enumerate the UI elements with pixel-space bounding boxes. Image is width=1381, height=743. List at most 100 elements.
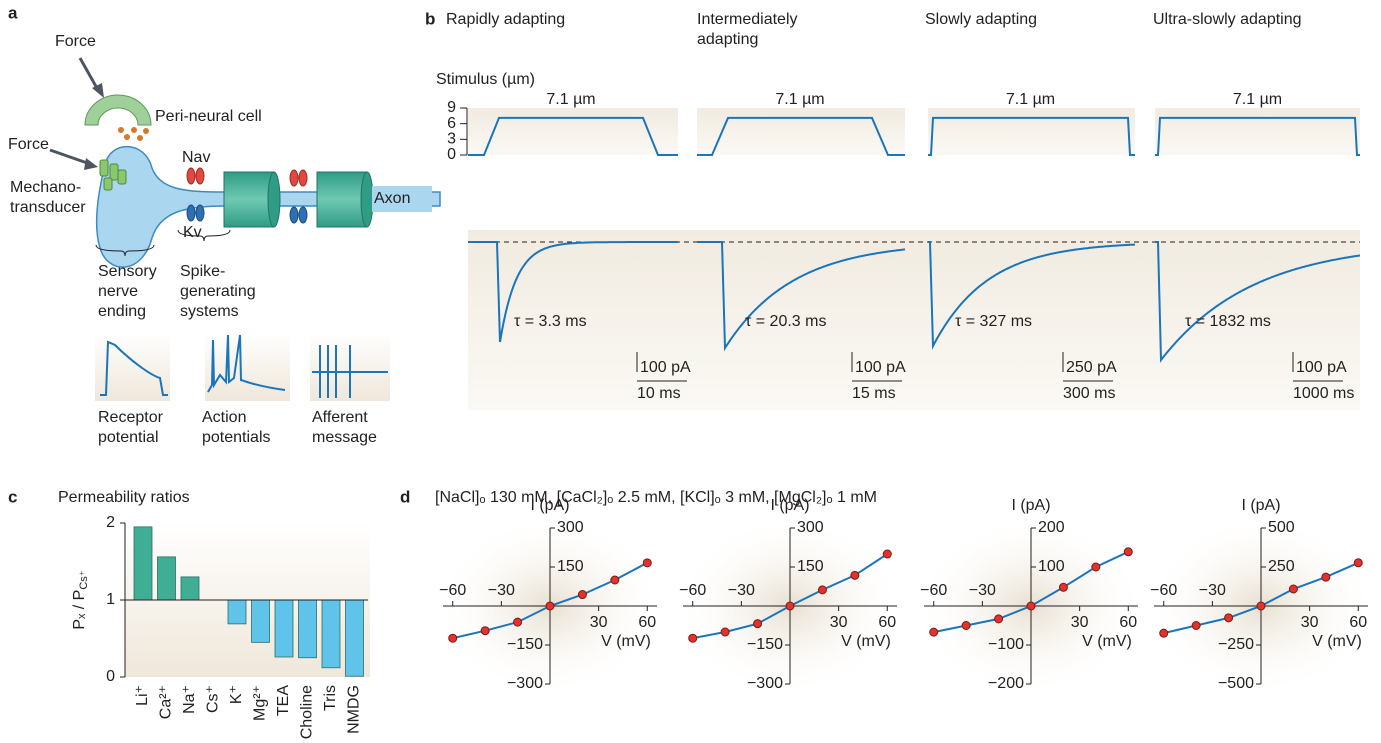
- stimulus-background: [468, 108, 678, 155]
- stimulus-background: [697, 108, 905, 155]
- x-tick-label: Cs⁺: [205, 685, 222, 713]
- x-axis-label: V (mV): [1312, 633, 1362, 650]
- iv-point: [930, 628, 938, 636]
- y-axis-label: I (pA): [530, 497, 569, 514]
- tau-label: τ = 327 ms: [955, 313, 1032, 330]
- y-tick-label: 150: [557, 558, 584, 575]
- peri-neural-cell: [85, 95, 151, 125]
- iv-point: [689, 634, 697, 642]
- figure: a b c d Force Peri-neural cell Force Nav…: [0, 0, 1381, 743]
- stimulus-value-label: 7.1 µm: [775, 91, 824, 108]
- x-tick-label: K⁺: [228, 685, 245, 704]
- scale-label: 100 pA: [1296, 359, 1347, 376]
- iv-point: [1289, 585, 1297, 593]
- y-label-sub: Cs⁺: [78, 570, 90, 589]
- x-tick-label: 60: [638, 614, 656, 631]
- mini-plot-label: Action potentials: [202, 408, 282, 448]
- vesicles: [118, 127, 149, 141]
- iv-point: [1257, 602, 1265, 610]
- y-tick-label: −150: [747, 636, 783, 653]
- scale-label: 15 ms: [852, 385, 896, 402]
- y-tick-label: 300: [797, 519, 824, 536]
- y-tick-label: 6: [447, 115, 456, 132]
- tau-label: τ = 3.3 ms: [514, 313, 587, 330]
- column-title: Ultra-slowly adapting: [1153, 10, 1373, 30]
- iv-point: [721, 628, 729, 636]
- sensory-label: Sensory nerve ending: [98, 262, 168, 322]
- bar: [134, 527, 152, 600]
- force-label: Force: [55, 33, 96, 50]
- iv-point: [1192, 622, 1200, 630]
- tau-label: τ = 20.3 ms: [745, 313, 826, 330]
- mechanotransducer-label: Mechano-transducer: [10, 178, 90, 218]
- iv-point: [1092, 563, 1100, 571]
- panel-label: a: [8, 3, 18, 22]
- y-tick-label: 250: [1268, 558, 1295, 575]
- scale-label: 300 ms: [1063, 385, 1115, 402]
- iv-point: [754, 620, 762, 628]
- x-tick-label: 30: [590, 614, 608, 631]
- x-tick-label: −30: [969, 582, 996, 599]
- scale-label: 100 pA: [640, 359, 691, 376]
- y-tick-label: 1: [106, 591, 115, 608]
- x-axis-label: V (mV): [1082, 633, 1132, 650]
- iv-point: [514, 618, 522, 626]
- stimulus-background: [928, 108, 1135, 155]
- mini-plot-label: Afferent message: [312, 408, 392, 448]
- bar: [181, 577, 199, 600]
- iv-point: [643, 559, 651, 567]
- stimulus-value-label: 7.1 µm: [1006, 91, 1055, 108]
- x-tick-label: Na⁺: [181, 685, 198, 714]
- y-tick-label: 150: [797, 558, 824, 575]
- mini-plot-label: Receptor potential: [98, 408, 178, 448]
- panel-label: b: [425, 9, 435, 28]
- iv-point: [883, 550, 891, 558]
- iv-point: [851, 571, 859, 579]
- nav-label: Nav: [182, 149, 210, 166]
- bar: [252, 600, 270, 642]
- x-tick-label: 60: [1119, 614, 1137, 631]
- x-tick-label: −60: [679, 582, 706, 599]
- x-tick-label: Ca²⁺: [158, 685, 175, 719]
- peri-neural-label: Peri-neural cell: [155, 108, 262, 125]
- force-arrow: [50, 150, 90, 164]
- scale-label: 1000 ms: [1293, 385, 1354, 402]
- x-tick-label: NMDG: [346, 685, 363, 734]
- x-axis-label: V (mV): [601, 633, 651, 650]
- x-tick-label: Li⁺: [134, 685, 151, 706]
- y-axis-label: I (pA): [1011, 497, 1050, 514]
- y-tick-label: 9: [447, 99, 456, 116]
- y-tick-label: 200: [1038, 519, 1065, 536]
- iv-point: [786, 602, 794, 610]
- tau-label: τ = 1832 ms: [1185, 313, 1271, 330]
- iv-point: [962, 622, 970, 630]
- y-tick-label: −300: [507, 675, 543, 692]
- y-tick-label: −300: [747, 675, 783, 692]
- iv-point: [1124, 548, 1132, 556]
- x-tick-label: −30: [488, 582, 515, 599]
- y-tick-label: 3: [447, 131, 456, 148]
- y-tick-label: 500: [1268, 519, 1295, 536]
- iv-point: [546, 602, 554, 610]
- y-tick-label: −150: [507, 636, 543, 653]
- spike-label: Spike-generating systems: [180, 262, 250, 322]
- bar: [228, 600, 246, 624]
- scale-label: 10 ms: [637, 385, 681, 402]
- bar: [275, 600, 293, 657]
- iv-point: [481, 627, 489, 635]
- y-label-main: Pₓ / P: [71, 590, 88, 630]
- panel-label: c: [8, 487, 17, 506]
- x-tick-label: 60: [878, 614, 896, 631]
- y-axis-label: I (pA): [770, 497, 809, 514]
- x-tick-label: TEA: [275, 685, 292, 716]
- x-tick-label: −60: [920, 582, 947, 599]
- bar: [346, 600, 364, 676]
- iv-point: [1027, 602, 1035, 610]
- iv-point: [1322, 573, 1330, 581]
- force-label: Force: [8, 136, 49, 153]
- iv-point: [449, 634, 457, 642]
- iv-point: [818, 586, 826, 594]
- scale-label: 250 pA: [1066, 359, 1117, 376]
- x-tick-label: Tris: [322, 685, 339, 711]
- bar: [158, 557, 176, 600]
